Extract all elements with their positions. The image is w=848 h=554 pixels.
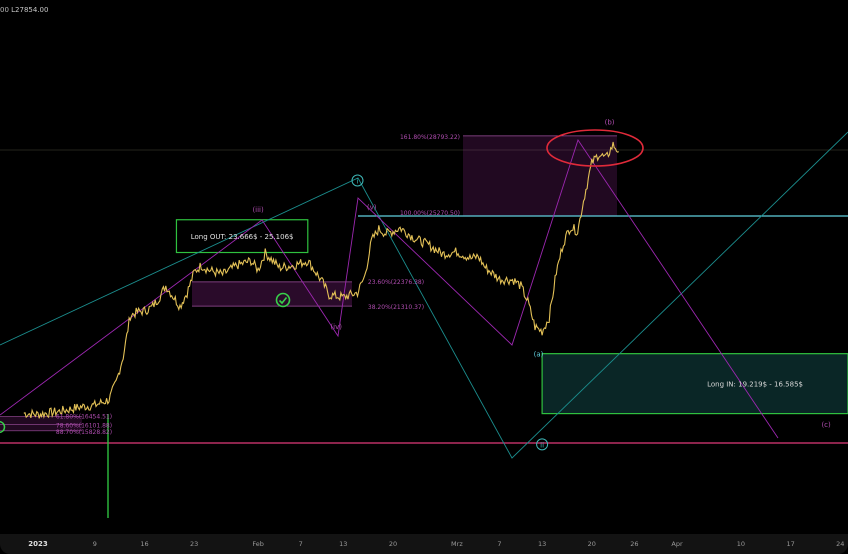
wave-magenta-path <box>0 138 779 439</box>
x-tick-label: 2023 <box>28 540 48 548</box>
level-label: 61.80%(16454.51) <box>56 414 112 421</box>
highlight-ellipse <box>546 129 644 167</box>
wave-label: (b) <box>605 118 615 126</box>
wave-label: (iii) <box>252 206 264 214</box>
fib-left-box <box>0 416 82 431</box>
x-tick-label: 20 <box>588 540 596 548</box>
level-label: 88.70%(15828.82) <box>56 429 112 436</box>
wave-label: i <box>357 177 359 185</box>
header-prefix: 00 <box>0 6 9 14</box>
level-label: 100.00%(25270.50) <box>400 210 460 217</box>
x-tick-label: 9 <box>93 540 97 548</box>
x-tick-label: 26 <box>630 540 638 548</box>
x-tick-label: Mrz <box>451 540 463 548</box>
price-line <box>23 141 620 419</box>
check-icon <box>275 292 291 308</box>
wave-label: (iv) <box>330 323 342 331</box>
fib-target-box <box>463 135 617 216</box>
x-tick-label: Feb <box>252 540 264 548</box>
wave-circle <box>536 438 549 451</box>
wave-label: (a) <box>534 350 544 358</box>
x-axis: 2023 9 16 23 Feb 7 13 20 Mrz 7 13 20 26 Apr 10 17 24 <box>0 534 848 554</box>
wave-label: (v) <box>367 204 377 212</box>
wave-label: ii <box>540 441 544 449</box>
check-icon-mark <box>278 296 288 305</box>
price-chart[interactable]: Long OUT: 23.666$ - 25.106$ Long IN: 19.2… <box>0 0 848 534</box>
zone-long-in-label: Long IN: 19.219$ - 16.585$ <box>707 381 803 389</box>
x-tick-label: 24 <box>836 540 844 548</box>
ohlc-header: 00 L27854.00 <box>0 6 48 14</box>
zone-long-out-label: Long OUT: 23.666$ - 25.106$ <box>191 233 294 241</box>
x-tick-label: 7 <box>497 540 501 548</box>
last-value: L27854.00 <box>11 6 49 14</box>
wave-teal-path <box>0 131 848 459</box>
level-label: 78.60%(16101.88) <box>56 423 112 430</box>
x-tick-label: 13 <box>339 540 347 548</box>
x-tick-label: 13 <box>538 540 546 548</box>
level-label: 23.60%(22376.38) <box>368 279 424 286</box>
level-label: 38.20%(21310.37) <box>368 304 424 311</box>
wave-circle <box>351 174 364 187</box>
x-tick-label: Apr <box>671 540 683 548</box>
left-marker-icon <box>0 420 6 434</box>
x-tick-label: 10 <box>737 540 745 548</box>
level-label: 161.80%(28793.22) <box>400 134 460 141</box>
x-tick-label: 16 <box>140 540 148 548</box>
zone-long-out <box>175 219 309 254</box>
x-tick-label: 23 <box>190 540 198 548</box>
wave-label: (c) <box>821 421 831 429</box>
x-tick-label: 20 <box>389 540 397 548</box>
x-tick-label: 17 <box>786 540 794 548</box>
x-tick-label: 7 <box>299 540 303 548</box>
